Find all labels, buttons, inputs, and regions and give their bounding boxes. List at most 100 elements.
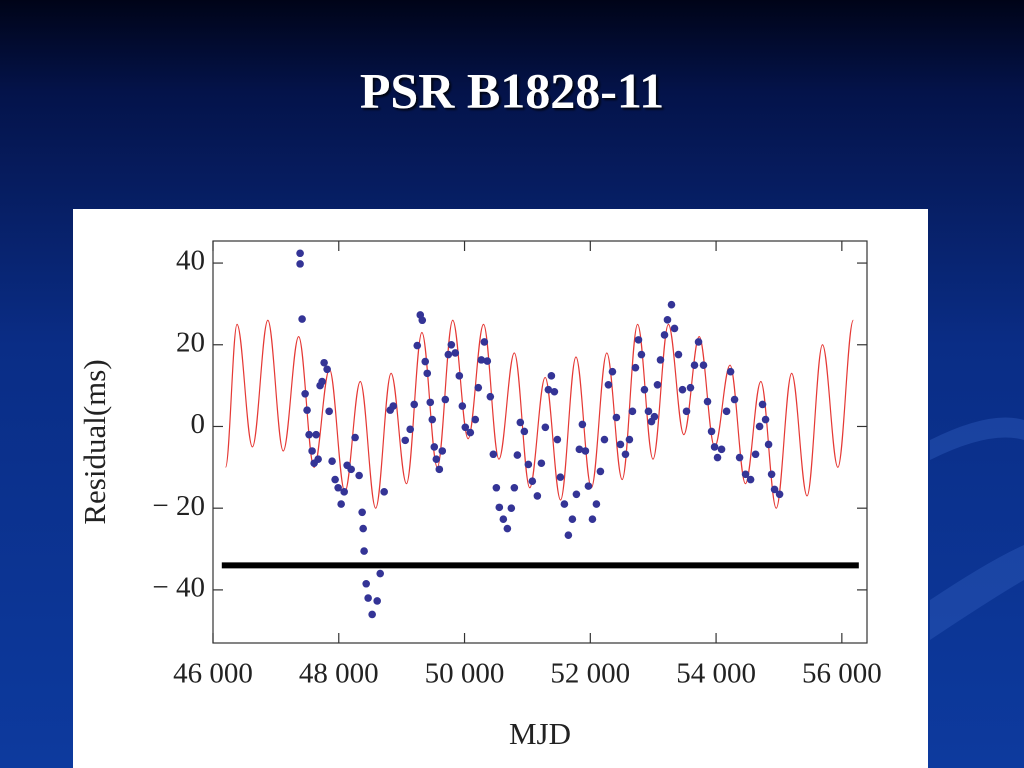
chart-panel <box>73 209 928 768</box>
data-point <box>746 475 755 484</box>
data-point <box>584 482 593 490</box>
data-point <box>423 369 432 378</box>
data-point <box>564 531 573 539</box>
data-point <box>741 470 750 479</box>
data-point <box>761 415 770 424</box>
data-point <box>331 475 339 484</box>
data-point <box>667 300 676 309</box>
data-point <box>560 500 569 508</box>
data-point <box>608 367 617 376</box>
data-point <box>686 383 695 392</box>
data-point <box>520 427 529 436</box>
data-point <box>513 451 522 459</box>
data-point <box>568 515 577 524</box>
data-point <box>373 597 381 605</box>
data-point <box>337 500 345 508</box>
data-point <box>428 415 437 424</box>
data-point <box>634 336 643 344</box>
data-point <box>556 473 565 481</box>
data-point <box>751 450 760 459</box>
data-point <box>575 445 584 454</box>
data-point <box>364 594 372 602</box>
data-point <box>480 338 489 346</box>
data-point <box>581 447 590 455</box>
data-point <box>592 500 601 508</box>
data-point <box>503 524 512 533</box>
data-point <box>451 349 460 357</box>
slide-title: PSR B1828-11 <box>360 62 664 118</box>
data-point <box>764 440 773 449</box>
data-point <box>710 443 719 451</box>
data-point <box>588 515 597 524</box>
data-point <box>713 453 722 462</box>
data-point <box>389 402 398 410</box>
data-point <box>489 450 498 459</box>
data-point <box>717 445 726 454</box>
data-point <box>770 485 779 494</box>
data-point <box>380 488 388 496</box>
y-tick-label: − 40 <box>152 572 205 604</box>
data-point <box>612 413 621 422</box>
data-point <box>694 338 703 346</box>
x-tick-label: 50 000 <box>425 658 505 690</box>
data-point <box>430 443 439 451</box>
data-point <box>621 450 630 459</box>
data-point <box>596 467 605 476</box>
data-point <box>303 406 311 414</box>
data-point <box>308 447 316 455</box>
data-point <box>544 385 553 394</box>
data-point <box>325 407 333 416</box>
data-point <box>471 415 480 424</box>
x-axis-label: MJD <box>509 716 571 751</box>
data-point <box>707 427 716 436</box>
y-tick-label: 40 <box>176 245 205 277</box>
data-point <box>477 356 486 364</box>
data-point <box>401 436 410 445</box>
data-point <box>660 331 669 339</box>
data-point <box>301 389 309 398</box>
data-point <box>483 357 492 365</box>
x-tick-label: 54 000 <box>676 658 756 690</box>
data-point <box>550 387 559 396</box>
data-point <box>410 400 419 409</box>
data-point <box>455 372 464 380</box>
data-point <box>730 395 739 404</box>
data-point <box>296 249 304 258</box>
data-point <box>421 357 430 366</box>
data-point <box>298 315 306 323</box>
data-point <box>362 579 370 588</box>
data-point <box>441 395 450 404</box>
data-point <box>355 471 363 480</box>
x-tick-label: 48 000 <box>299 658 379 690</box>
data-point <box>524 460 533 469</box>
data-point <box>360 547 368 555</box>
data-point <box>637 350 646 359</box>
data-point <box>628 407 637 416</box>
data-point <box>547 372 556 380</box>
data-point <box>640 385 649 394</box>
data-point <box>314 455 322 463</box>
data-point <box>499 515 508 524</box>
y-tick-label: 20 <box>176 326 205 358</box>
data-point <box>726 367 735 376</box>
data-point <box>368 610 376 619</box>
data-point <box>492 483 501 492</box>
data-point <box>572 490 581 499</box>
plot-frame <box>212 240 868 644</box>
data-point <box>495 503 504 512</box>
data-point <box>670 324 679 333</box>
data-point <box>312 430 320 439</box>
data-point <box>435 465 444 474</box>
data-point <box>413 341 422 350</box>
data-point <box>604 381 613 389</box>
y-axis-label: Residual(ms) <box>77 359 112 524</box>
x-tick-label: 46 000 <box>173 658 253 690</box>
data-point <box>735 453 744 462</box>
data-point <box>305 430 313 439</box>
data-point <box>320 358 328 367</box>
data-point <box>516 418 525 427</box>
data-point <box>359 524 367 533</box>
x-tick-label: 52 000 <box>550 658 630 690</box>
data-point <box>533 492 542 500</box>
